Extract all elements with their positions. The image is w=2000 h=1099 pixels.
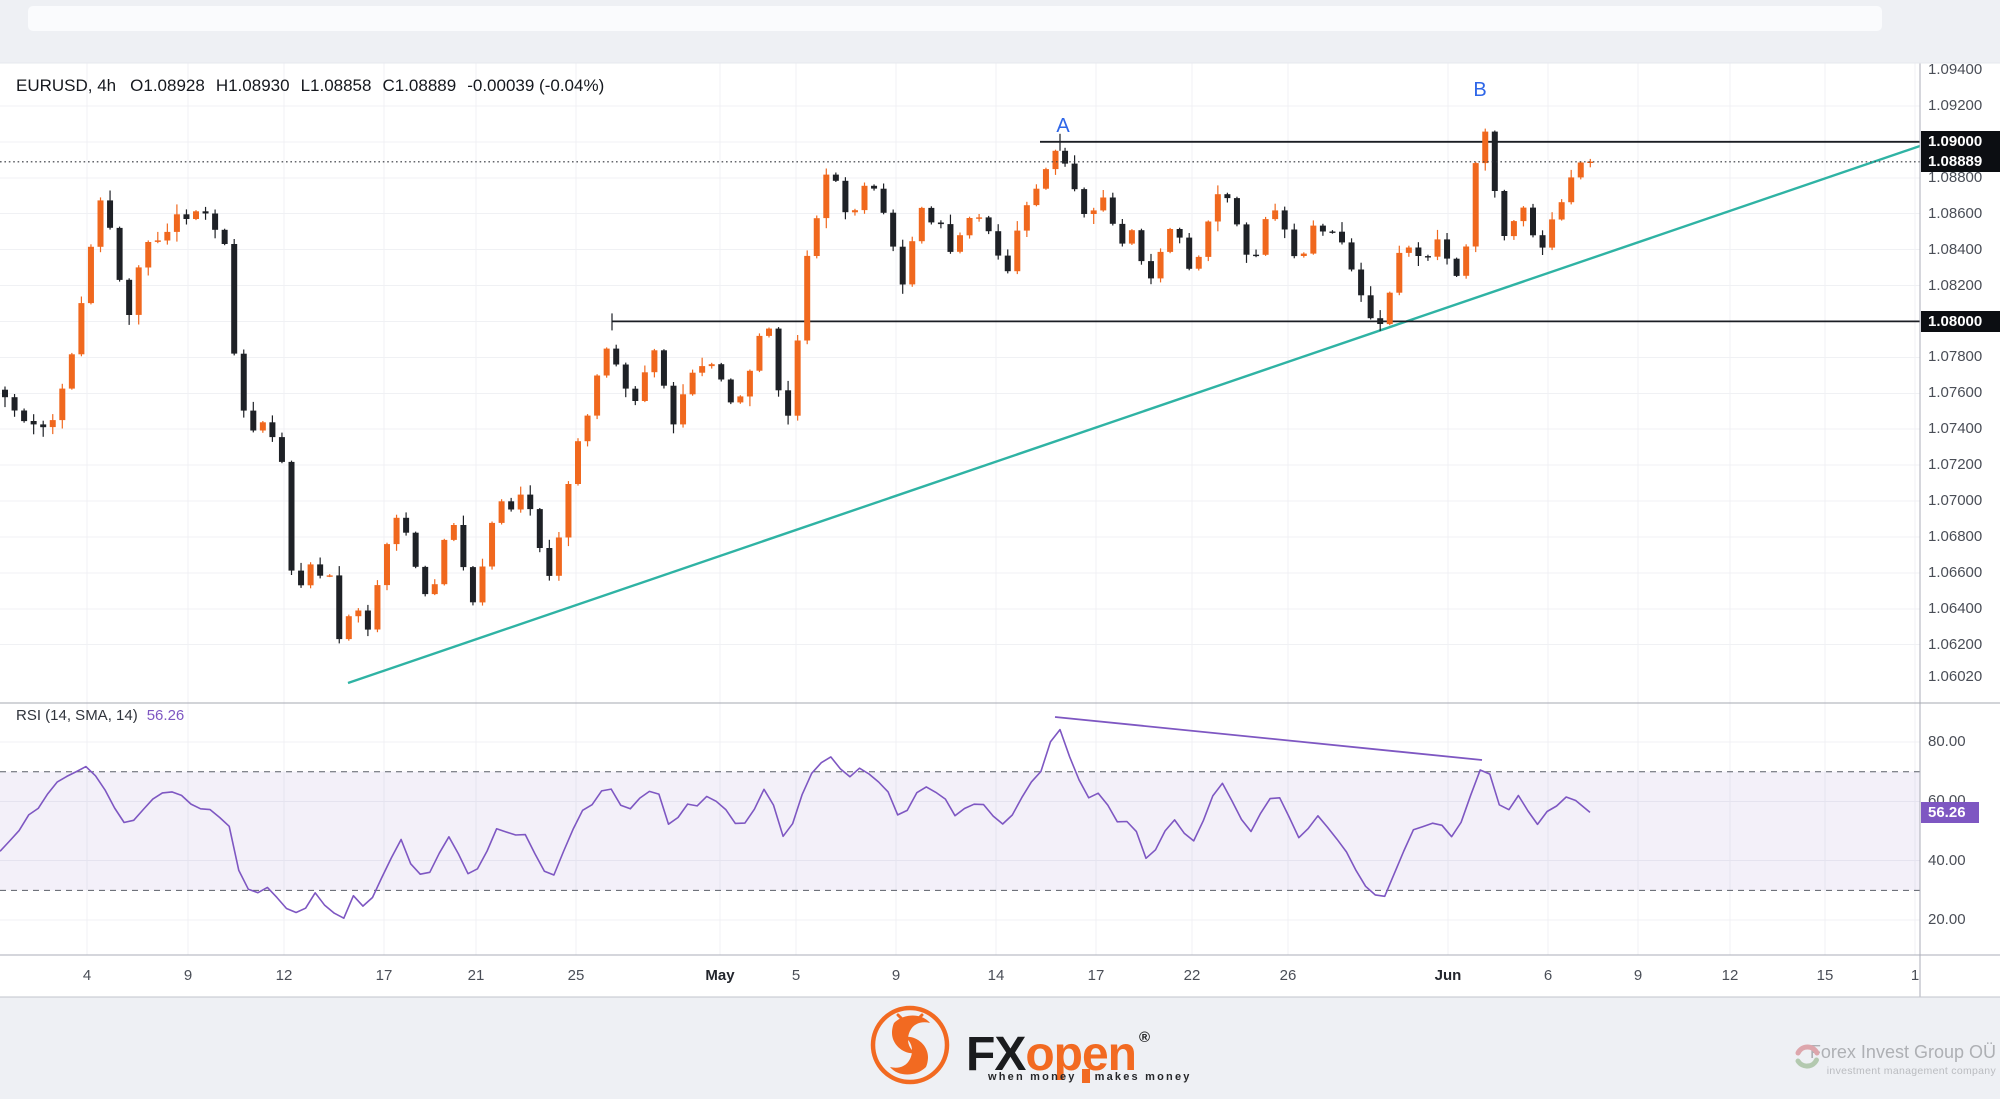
watermark-subtitle: investment management company <box>1826 1065 1996 1077</box>
price-tick: 1.09200 <box>1928 96 1983 114</box>
rsi-tick: 20.00 <box>1928 911 1966 929</box>
rsi-value-badge: 56.26 <box>1921 801 1979 823</box>
time-tick: 14 <box>987 967 1005 984</box>
price-level-badge: 1.09000 <box>1921 131 2000 153</box>
tagline-divider <box>1081 1069 1090 1083</box>
time-tick: 12 <box>1721 967 1739 984</box>
fxopen-logo: FXopen ® when money makes money <box>870 1003 1210 1095</box>
current-price-badge: 1.08889 <box>1921 151 2000 173</box>
rsi-line <box>0 728 1591 920</box>
tagline-left: when money <box>988 1071 1077 1083</box>
ohlc-low: L1.08858 <box>300 76 372 95</box>
time-tick: 15 <box>1816 967 1834 984</box>
fxopen-fx: FX <box>966 1028 1026 1081</box>
time-tick: 21 <box>467 967 485 984</box>
ohlc-open: O1.08928 <box>130 76 205 95</box>
symbol-name[interactable]: EURUSD, 4h <box>16 76 117 95</box>
price-tick: 1.08600 <box>1928 204 1983 222</box>
rsi-divergence-line <box>1054 716 1483 761</box>
price-tick: 1.07400 <box>1928 420 1983 438</box>
time-tick: 17 <box>375 967 393 984</box>
fxopen-emblem-icon <box>870 1005 950 1085</box>
time-tick: 5 <box>791 967 801 984</box>
price-tick: 1.06020 <box>1928 668 1983 686</box>
time-tick: 9 <box>891 967 901 984</box>
drawing-label-b[interactable]: B <box>1473 79 1487 101</box>
panel-borders <box>0 62 2000 998</box>
price-tick: 1.07800 <box>1928 348 1983 366</box>
time-tick: 4 <box>82 967 92 984</box>
time-tick: 22 <box>1183 967 1201 984</box>
price-tick: 1.07000 <box>1928 492 1983 510</box>
time-tick: 26 <box>1279 967 1297 984</box>
registered-mark: ® <box>1139 1029 1151 1046</box>
forex-invest-group-watermark: Forex Invest Group OÜ investment managem… <box>1790 1042 1996 1077</box>
ohlc-close: C1.08889 <box>382 76 457 95</box>
symbol-legend[interactable]: EURUSD, 4h O1.08928 H1.08930 L1.08858 C1.088… <box>16 76 615 96</box>
watermark-name: Forex Invest Group OÜ <box>1809 1042 1996 1062</box>
time-tick: 9 <box>183 967 193 984</box>
drawing-label-a[interactable]: A <box>1056 115 1070 137</box>
price-tick: 1.06800 <box>1928 527 1983 545</box>
forex-invest-group-icon <box>1795 1044 1820 1069</box>
price-tick: 1.09400 <box>1928 61 1983 78</box>
rsi-value: 56.26 <box>146 707 185 724</box>
time-tick: 6 <box>1543 967 1553 984</box>
time-tick: 9 <box>1633 967 1643 984</box>
ohlc-high: H1.08930 <box>215 76 290 95</box>
trendline <box>347 144 1921 685</box>
top-toolbar <box>28 6 1882 31</box>
price-level-badge: 1.08000 <box>1921 310 2000 332</box>
price-tick: 1.06400 <box>1928 599 1983 617</box>
time-tick: May <box>705 967 735 984</box>
time-tick: 25 <box>567 967 585 984</box>
tagline-right: makes money <box>1094 1071 1192 1083</box>
time-tick: 17 <box>1087 967 1105 984</box>
price-tick: 1.07200 <box>1928 456 1983 474</box>
price-tick: 1.06200 <box>1928 635 1983 653</box>
rsi-band <box>0 771 1920 891</box>
rsi-tick: 40.00 <box>1928 851 1966 869</box>
rsi-tick: 80.00 <box>1928 733 1966 750</box>
rsi-legend[interactable]: RSI (14, SMA, 14) 56.26 <box>16 707 184 724</box>
fxopen-tagline: when money makes money <box>988 1069 1192 1083</box>
chart-panel-background <box>0 63 2000 997</box>
time-tick: 12 <box>275 967 293 984</box>
fxopen-wordmark: FXopen ® <box>966 1011 1150 1082</box>
price-tick: 1.08200 <box>1928 276 1983 294</box>
rsi-title[interactable]: RSI (14, SMA, 14) <box>16 707 138 724</box>
price-tick: 1.06600 <box>1928 563 1983 581</box>
time-tick: 1 <box>1910 967 1920 984</box>
price-tick: 1.07600 <box>1928 384 1983 402</box>
price-tick: 1.08800 <box>1928 168 1983 186</box>
time-tick: Jun <box>1434 967 1462 984</box>
fxopen-open: open <box>1025 1028 1137 1081</box>
change-value: -0.00039 (-0.04%) <box>467 76 605 95</box>
price-tick: 1.08400 <box>1928 240 1983 258</box>
candlestick-series <box>2 128 1594 644</box>
